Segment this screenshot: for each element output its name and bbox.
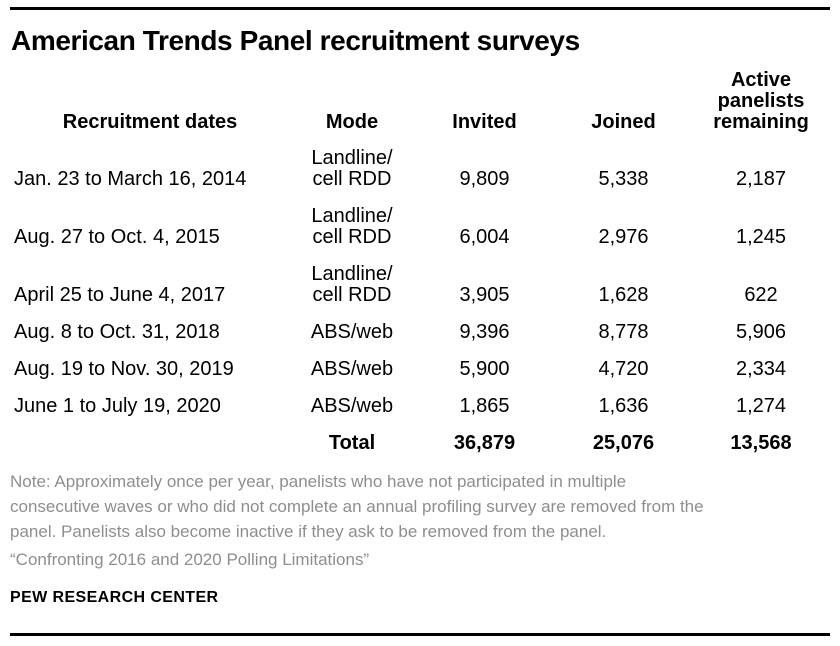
cell-dates: April 25 to June 4, 2017 (14, 284, 226, 306)
table-row: Aug. 8 to Oct. 31, 2018 ABS/web 9,396 8,… (10, 314, 830, 351)
table-row: Aug. 19 to Nov. 30, 2019 ABS/web 5,900 4… (10, 351, 830, 388)
citation-text: “Confronting 2016 and 2020 Polling Limit… (10, 550, 370, 569)
cell-joined: 5,338 (598, 168, 649, 190)
column-header-invited: Invited (452, 111, 517, 133)
cell-mode: ABS/web (310, 321, 394, 343)
cell-mode: ABS/web (310, 395, 394, 417)
total-row: Total 36,879 25,076 13,568 (10, 425, 830, 462)
table-row: June 1 to July 19, 2020 ABS/web 1,865 1,… (10, 388, 830, 425)
cell-active: 1,245 (735, 226, 787, 248)
table-row: Jan. 23 to March 16, 2014 Landline/ cell… (10, 140, 830, 198)
total-invited: 36,879 (453, 432, 516, 454)
cell-dates: Aug. 19 to Nov. 30, 2019 (14, 358, 234, 380)
cell-invited: 6,004 (459, 226, 510, 248)
cell-dates: Aug. 27 to Oct. 4, 2015 (14, 226, 220, 248)
note-text: Note: Approximately once per year, panel… (10, 472, 704, 541)
column-header-dates: Recruitment dates (62, 111, 238, 133)
table-row: Aug. 27 to Oct. 4, 2015 Landline/ cell R… (10, 198, 830, 256)
source-label: PEW RESEARCH CENTER (10, 589, 219, 606)
cell-mode: ABS/web (310, 358, 394, 380)
column-header-mode: Mode (325, 111, 379, 133)
cell-joined: 1,636 (598, 395, 649, 417)
cell-mode: Landline/ cell RDD (311, 205, 393, 248)
column-header-active: Active panelists remaining (713, 69, 809, 133)
cell-invited: 5,900 (459, 358, 510, 380)
cell-mode: Landline/ cell RDD (311, 263, 393, 306)
cell-mode: Landline/ cell RDD (311, 147, 393, 190)
table-row: April 25 to June 4, 2017 Landline/ cell … (10, 256, 830, 314)
total-empty-cell (10, 425, 290, 462)
cell-invited: 3,905 (459, 284, 510, 306)
recruitment-table: Recruitment dates Mode Invited Joined Ac… (10, 70, 830, 462)
cell-joined: 4,720 (598, 358, 649, 380)
cell-dates: Aug. 8 to Oct. 31, 2018 (14, 321, 220, 343)
cell-joined: 1,628 (598, 284, 649, 306)
cell-invited: 9,809 (459, 168, 510, 190)
total-active: 13,568 (730, 432, 792, 454)
cell-active: 622 (744, 284, 778, 306)
cell-joined: 8,778 (598, 321, 649, 343)
cell-active: 5,906 (735, 321, 787, 343)
cell-dates: June 1 to July 19, 2020 (14, 395, 221, 417)
cell-joined: 2,976 (598, 226, 649, 248)
header-row: Recruitment dates Mode Invited Joined Ac… (10, 70, 830, 140)
column-header-joined: Joined (591, 111, 656, 133)
total-joined: 25,076 (592, 432, 655, 454)
figure-title: American Trends Panel recruitment survey… (11, 25, 580, 56)
cell-active: 2,187 (735, 168, 787, 190)
total-label: Total (328, 432, 376, 454)
cell-invited: 9,396 (459, 321, 510, 343)
cell-active: 2,334 (735, 358, 787, 380)
bottom-rule (10, 633, 830, 636)
cell-active: 1,274 (735, 395, 787, 417)
top-rule (10, 7, 830, 10)
cell-dates: Jan. 23 to March 16, 2014 (14, 168, 247, 190)
cell-invited: 1,865 (459, 395, 510, 417)
